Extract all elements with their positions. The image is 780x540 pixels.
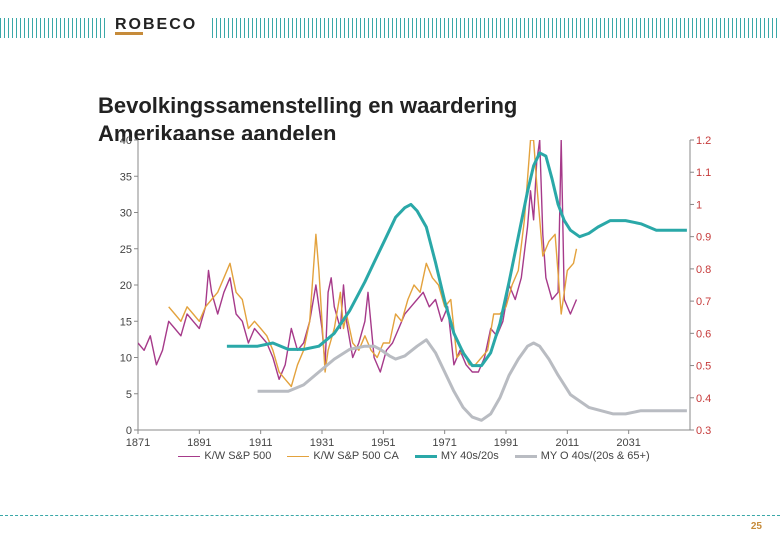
legend-label: MY 40s/20s: [441, 450, 499, 462]
legend-item: MY 40s/20s: [415, 450, 499, 462]
svg-text:0.5: 0.5: [696, 361, 711, 373]
svg-text:10: 10: [120, 353, 132, 365]
legend-swatch: [515, 455, 537, 458]
svg-text:20: 20: [120, 280, 132, 292]
logo-accent: RO: [115, 18, 143, 35]
svg-text:0: 0: [126, 425, 132, 437]
page-number: 25: [751, 521, 762, 532]
svg-text:0.9: 0.9: [696, 232, 711, 244]
chart-legend: K/W S&P 500 K/W S&P 500 CA MY 40s/20s MY O …: [98, 450, 730, 462]
svg-text:1911: 1911: [249, 437, 273, 449]
legend-label: K/W S&P 500: [204, 450, 271, 462]
svg-text:30: 30: [120, 208, 132, 220]
legend-swatch: [178, 456, 200, 457]
legend-swatch: [287, 456, 309, 457]
svg-text:5: 5: [126, 389, 132, 401]
svg-text:0.4: 0.4: [696, 393, 711, 405]
svg-text:1931: 1931: [310, 437, 334, 449]
svg-text:1.2: 1.2: [696, 135, 711, 147]
svg-text:2011: 2011: [556, 437, 580, 449]
robeco-logo: ROBECO: [115, 16, 197, 35]
svg-text:0.8: 0.8: [696, 264, 711, 276]
line-chart: 0 5 10 15 20 25 30 35 40 0.3 0.4 0.5 0.6 0.7 0.8 0.9 1 1.…: [98, 130, 730, 485]
svg-text:1: 1: [696, 199, 702, 211]
svg-text:1891: 1891: [187, 437, 211, 449]
svg-text:2031: 2031: [616, 437, 640, 449]
legend-label: MY O 40s/(20s & 65+): [541, 450, 650, 462]
chart-container: 0 5 10 15 20 25 30 35 40 0.3 0.4 0.5 0.6 0.7 0.8 0.9 1 1.…: [98, 130, 730, 485]
svg-text:1991: 1991: [494, 437, 518, 449]
logo-rest: BECO: [143, 16, 197, 33]
svg-text:1871: 1871: [126, 437, 150, 449]
stripe-right: [212, 18, 780, 38]
stripe-left: [0, 18, 105, 38]
svg-text:35: 35: [120, 171, 132, 183]
footer-divider: [0, 515, 780, 516]
svg-text:0.3: 0.3: [696, 425, 711, 437]
title-line-1: Bevolkingssamenstelling en waardering: [98, 93, 517, 118]
legend-swatch: [415, 455, 437, 458]
legend-item: K/W S&P 500 CA: [287, 450, 398, 462]
svg-text:25: 25: [120, 244, 132, 256]
svg-text:1.1: 1.1: [696, 167, 711, 179]
legend-item: MY O 40s/(20s & 65+): [515, 450, 650, 462]
svg-text:0.6: 0.6: [696, 328, 711, 340]
slide-page: ROBECO Bevolkingssamenstelling en waarde…: [0, 0, 780, 540]
svg-text:0.7: 0.7: [696, 296, 711, 308]
svg-text:40: 40: [120, 135, 132, 147]
svg-text:1971: 1971: [432, 437, 456, 449]
legend-label: K/W S&P 500 CA: [313, 450, 398, 462]
svg-text:15: 15: [120, 316, 132, 328]
svg-text:1951: 1951: [371, 437, 395, 449]
legend-item: K/W S&P 500: [178, 450, 271, 462]
